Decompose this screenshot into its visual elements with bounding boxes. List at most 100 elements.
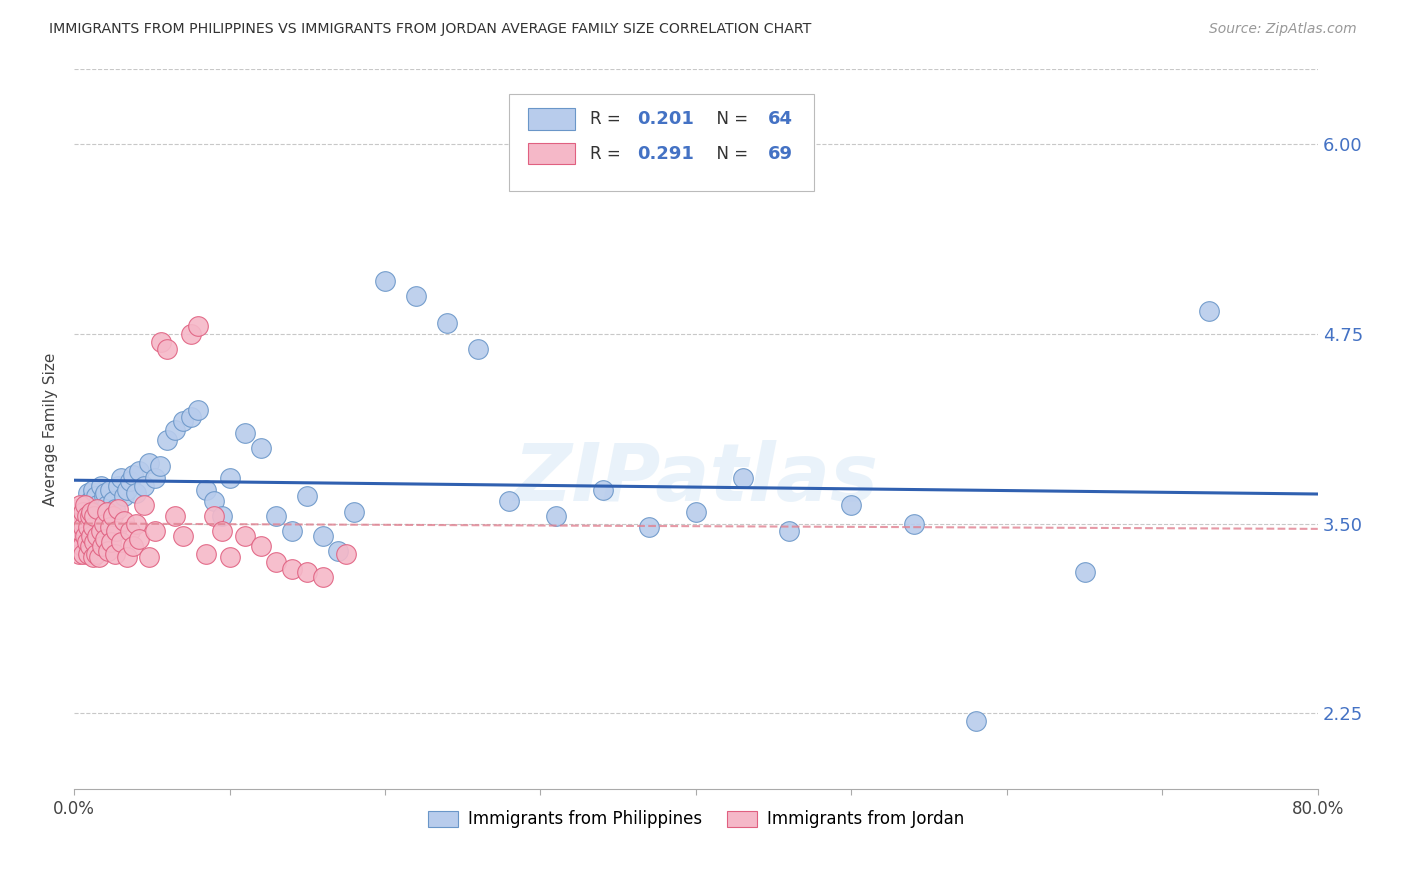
Point: [76, 509, 98, 524]
Point: [79, 494, 101, 508]
Text: N =: N =: [706, 110, 754, 128]
Point: [103, 501, 125, 516]
Point: [82, 550, 104, 565]
Point: [218, 550, 240, 565]
Point: [125, 516, 148, 531]
Point: [67, 516, 90, 531]
Point: [841, 499, 863, 513]
Point: [202, 509, 225, 524]
Point: [72, 547, 94, 561]
Text: N =: N =: [706, 145, 754, 162]
FancyBboxPatch shape: [509, 94, 814, 191]
Bar: [529, 108, 575, 129]
Point: [112, 514, 135, 528]
Point: [165, 509, 187, 524]
Text: 64: 64: [768, 110, 793, 128]
Point: [143, 471, 166, 485]
Point: [264, 509, 287, 524]
Point: [112, 489, 135, 503]
Text: 69: 69: [768, 145, 793, 162]
Point: [69, 524, 91, 539]
Point: [76, 535, 98, 549]
Point: [122, 468, 145, 483]
Point: [66, 501, 89, 516]
Point: [328, 544, 350, 558]
Point: [82, 483, 104, 498]
Point: [592, 483, 614, 498]
Point: [638, 520, 661, 534]
Point: [77, 520, 100, 534]
Point: [97, 544, 120, 558]
Point: [297, 489, 319, 503]
Point: [138, 550, 160, 565]
Point: [73, 529, 96, 543]
Point: [70, 501, 93, 516]
Point: [82, 520, 104, 534]
Point: [132, 479, 155, 493]
Point: [149, 458, 172, 473]
Point: [132, 499, 155, 513]
Point: [264, 555, 287, 569]
Point: [94, 532, 117, 546]
Point: [115, 550, 138, 565]
Point: [66, 532, 89, 546]
Point: [297, 566, 319, 580]
Point: [89, 524, 111, 539]
Legend: Immigrants from Philippines, Immigrants from Jordan: Immigrants from Philippines, Immigrants …: [420, 804, 970, 835]
Point: [72, 504, 94, 518]
Bar: [529, 143, 575, 164]
Point: [211, 524, 233, 539]
Point: [100, 535, 122, 549]
Point: [80, 504, 103, 518]
Point: [187, 319, 209, 334]
Point: [101, 494, 124, 508]
Text: R =: R =: [591, 145, 626, 162]
Point: [67, 547, 90, 561]
Point: [101, 509, 124, 524]
Point: [84, 489, 107, 503]
Point: [498, 494, 520, 508]
Point: [115, 483, 138, 498]
Point: [467, 342, 489, 356]
Text: R =: R =: [591, 110, 626, 128]
Point: [70, 540, 93, 554]
Point: [110, 535, 132, 549]
Point: [218, 471, 240, 485]
Point: [77, 547, 100, 561]
Point: [128, 532, 150, 546]
Text: 0.201: 0.201: [637, 110, 695, 128]
Point: [211, 509, 233, 524]
Point: [156, 342, 179, 356]
Point: [778, 524, 800, 539]
Point: [685, 504, 707, 518]
Point: [87, 550, 110, 565]
Point: [65, 509, 87, 524]
Point: [544, 509, 567, 524]
Point: [94, 486, 117, 500]
Point: [172, 413, 194, 427]
Point: [436, 317, 458, 331]
Point: [965, 714, 987, 728]
Point: [1073, 566, 1095, 580]
Text: ZIPatlas: ZIPatlas: [513, 441, 879, 518]
Point: [903, 516, 925, 531]
Point: [731, 471, 754, 485]
Y-axis label: Average Family Size: Average Family Size: [44, 352, 58, 506]
Point: [249, 441, 271, 455]
Point: [122, 540, 145, 554]
Text: 0.291: 0.291: [637, 145, 695, 162]
Point: [233, 529, 256, 543]
Point: [233, 425, 256, 440]
Text: IMMIGRANTS FROM PHILIPPINES VS IMMIGRANTS FROM JORDAN AVERAGE FAMILY SIZE CORREL: IMMIGRANTS FROM PHILIPPINES VS IMMIGRANT…: [49, 22, 811, 37]
Point: [96, 504, 118, 518]
Point: [172, 529, 194, 543]
Point: [84, 547, 107, 561]
Point: [107, 479, 129, 493]
Point: [83, 535, 105, 549]
Point: [93, 516, 115, 531]
Text: Source: ZipAtlas.com: Source: ZipAtlas.com: [1209, 22, 1357, 37]
Point: [79, 509, 101, 524]
Point: [156, 434, 179, 448]
Point: [86, 501, 108, 516]
Point: [110, 471, 132, 485]
